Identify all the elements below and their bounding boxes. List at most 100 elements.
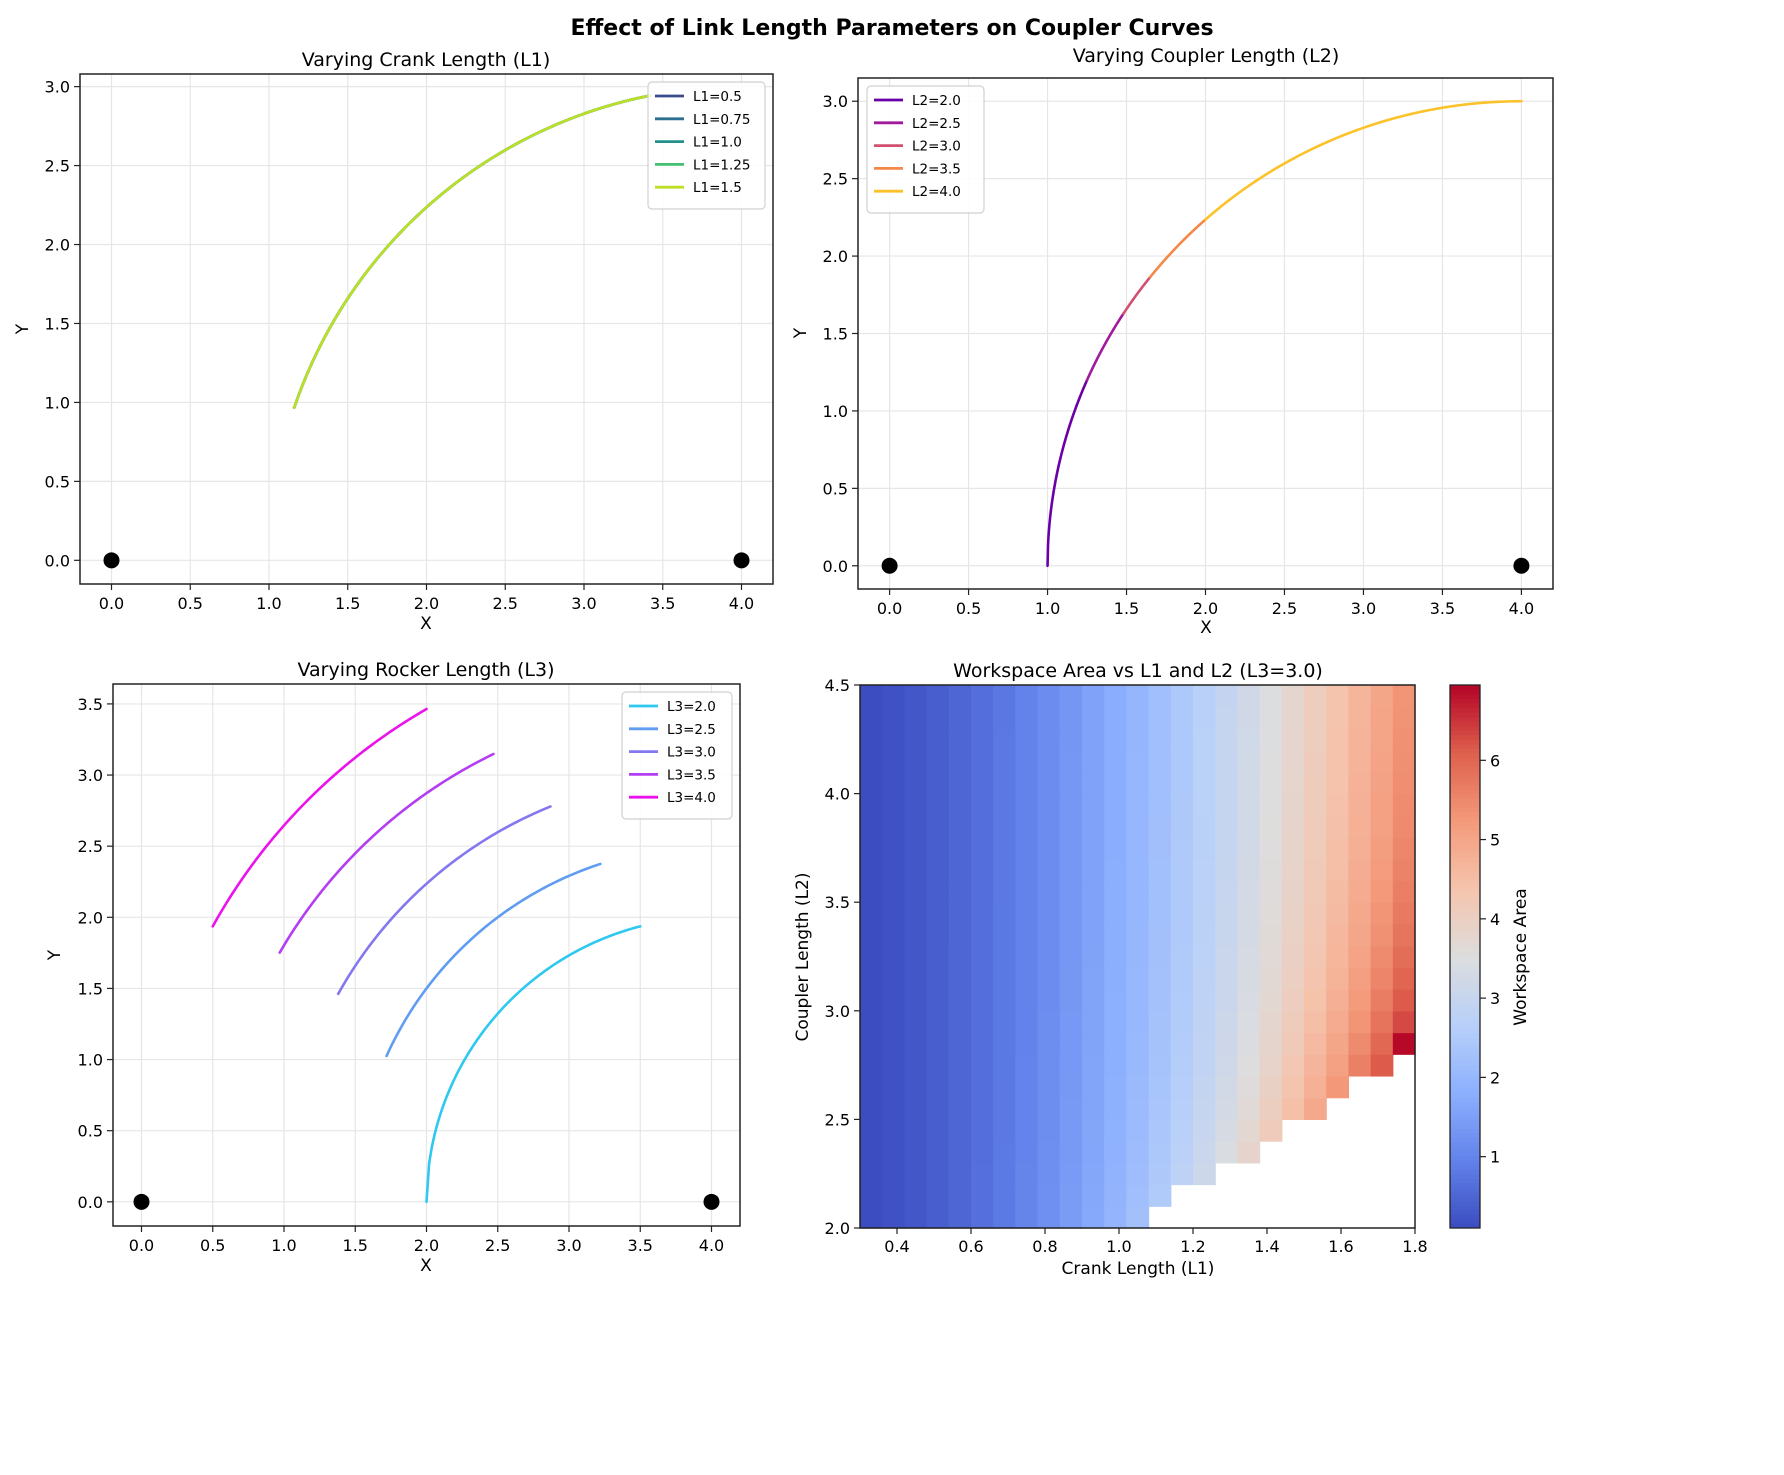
y-tick-label: 1.0	[45, 393, 70, 412]
heatmap-cell	[1148, 858, 1172, 882]
heatmap-cell	[1326, 923, 1349, 947]
colorbar-segment	[1450, 1142, 1480, 1148]
heatmap-cell	[1259, 1075, 1283, 1099]
plot-title: Varying Rocker Length (L3)	[297, 659, 554, 681]
heatmap-cell	[1104, 1054, 1127, 1077]
heatmap-cell	[1348, 989, 1372, 1012]
x-tick-label: 1.4	[1254, 1237, 1279, 1256]
heatmap-cell	[1348, 815, 1372, 838]
heatmap-cell	[1059, 706, 1083, 730]
heatmap-cell	[1281, 793, 1305, 816]
colorbar-segment	[1450, 884, 1480, 890]
heatmap-cell	[1392, 750, 1416, 773]
heatmap-cell	[1015, 750, 1039, 773]
heatmap-cell	[1059, 1032, 1083, 1055]
heatmap-cell	[1104, 750, 1127, 773]
heatmap-cell	[1059, 1184, 1083, 1207]
heatmap-cell	[882, 815, 905, 838]
heatmap-cell	[1281, 880, 1305, 903]
heatmap-cell	[993, 771, 1016, 795]
heatmap-cell	[1304, 815, 1327, 838]
crank-length-plot: Varying Crank Length (L1) X Y 0.0 0.5 1.0 1…	[13, 49, 774, 634]
heatmap-cell	[1326, 1075, 1349, 1099]
heatmap-cell	[971, 1119, 994, 1142]
ground-pivot-marker	[881, 557, 898, 574]
heatmap-cell	[1193, 837, 1216, 860]
heatmap-cell	[1037, 1119, 1061, 1142]
rocker-length-plot: Varying Rocker Length (L3) X Y 0.0 0.5 1.0…	[45, 659, 741, 1276]
heatmap-cell	[948, 989, 972, 1012]
heatmap-cell	[1326, 880, 1349, 903]
heatmap-cell	[1170, 685, 1194, 708]
heatmap-cell	[993, 1054, 1016, 1077]
heatmap-cell	[993, 967, 1016, 990]
heatmap-cell	[882, 728, 905, 751]
heatmap-cell	[948, 1184, 972, 1207]
heatmap-cell	[1104, 793, 1127, 816]
colorbar-segment	[1450, 1078, 1480, 1084]
heatmap-cell	[1215, 1054, 1238, 1077]
heatmap-cell	[1148, 989, 1172, 1012]
colorbar-segment	[1450, 1137, 1480, 1143]
y-axis-label: Y	[45, 949, 65, 961]
heatmap-cell	[860, 1141, 883, 1164]
heatmap-cell	[993, 880, 1016, 903]
heatmap-cell	[1059, 728, 1083, 751]
colorbar-segment	[1450, 1178, 1480, 1184]
heatmap-cell	[1304, 793, 1327, 816]
colorbar-segment	[1450, 920, 1480, 926]
heatmap-cell	[971, 880, 994, 903]
heatmap-cell	[1237, 793, 1261, 816]
heatmap-cell	[1259, 1032, 1283, 1055]
heatmap-cell	[926, 1054, 950, 1077]
heatmap-cell	[1148, 771, 1172, 795]
colorbar-segment	[1450, 793, 1480, 799]
x-tick-label: 1.5	[1114, 599, 1139, 618]
heatmap-cell	[1281, 1032, 1305, 1055]
heatmap-cell	[993, 728, 1016, 751]
heatmap-cell	[1304, 967, 1327, 990]
heatmap-cell	[1082, 858, 1105, 882]
heatmap-cell	[1193, 1075, 1216, 1099]
heatmap-cell	[993, 858, 1016, 882]
colorbar-segment	[1450, 1132, 1480, 1138]
heatmap-cell	[1015, 858, 1039, 882]
heatmap-cell	[1082, 1010, 1105, 1034]
y-axis-label: Y	[13, 323, 33, 335]
heatmap-cell	[1037, 989, 1061, 1012]
heatmap-cell	[1304, 880, 1327, 903]
heatmap-cell	[1082, 1141, 1105, 1164]
y-tick-label: 3.5	[78, 695, 103, 714]
heatmap-cell	[882, 793, 905, 816]
colorbar-segment	[1450, 743, 1480, 749]
heatmap-cell	[1193, 1141, 1216, 1164]
heatmap-cell	[860, 880, 883, 903]
heatmap-cell	[860, 1054, 883, 1077]
heatmap-cell	[1326, 902, 1349, 925]
heatmap-cell	[1348, 923, 1372, 947]
heatmap-cell	[904, 706, 928, 730]
legend-label: L2=2.5	[912, 116, 961, 132]
heatmap-cell	[926, 945, 950, 968]
heatmap-cell	[948, 967, 972, 990]
heatmap-cell	[1237, 728, 1261, 751]
colorbar-segment	[1450, 721, 1480, 727]
colorbar-segment	[1450, 870, 1480, 876]
colorbar-segment	[1450, 770, 1480, 776]
colorbar-segment	[1450, 1056, 1480, 1062]
heatmap-cell	[1259, 858, 1283, 882]
legend-label: L1=1.5	[693, 180, 742, 196]
colorbar-segment	[1450, 951, 1480, 957]
heatmap-cell	[904, 750, 928, 773]
heatmap-cell	[1148, 902, 1172, 925]
heatmap-cell	[1148, 1054, 1172, 1077]
heatmap-cell	[1015, 837, 1039, 860]
heatmap-cell	[1281, 728, 1305, 751]
heatmap-cell	[1015, 902, 1039, 925]
colorbar-segment	[1450, 852, 1480, 858]
colorbar-segment	[1450, 979, 1480, 985]
heatmap-cell	[904, 1097, 928, 1120]
colorbar-segment	[1450, 1146, 1480, 1152]
heatmap-cell	[1148, 685, 1172, 708]
y-tick-label: 0.5	[45, 472, 70, 491]
